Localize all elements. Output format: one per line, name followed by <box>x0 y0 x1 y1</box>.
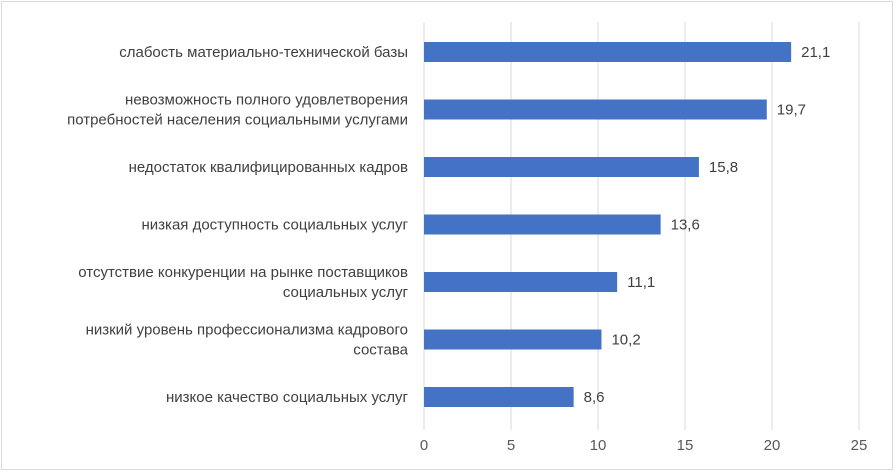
category-label: состава <box>353 342 408 359</box>
x-tick-label: 20 <box>764 437 781 454</box>
value-labels: 21,1 19,7 15,8 13,6 11,1 10,2 8,6 <box>584 44 831 406</box>
category-label: невозможность полного удовлетворения <box>125 92 408 109</box>
data-label: 21,1 <box>801 44 830 61</box>
bar <box>424 214 661 235</box>
bar <box>424 387 574 407</box>
bar <box>424 157 699 177</box>
x-tick-label: 0 <box>420 437 428 454</box>
x-tick-label: 10 <box>590 437 607 454</box>
category-label: слабость материально-технической базы <box>119 44 408 61</box>
bar <box>424 329 602 350</box>
bars <box>424 42 792 407</box>
category-label: социальных услуг <box>283 284 409 301</box>
data-label: 13,6 <box>671 217 700 234</box>
category-labels: слабость материально-технической базы нев… <box>67 44 409 406</box>
category-label: низкое качество социальных услуг <box>166 389 409 406</box>
bar <box>424 99 767 120</box>
grid-lines <box>423 22 860 430</box>
x-axis-tick-labels: 0 5 10 15 20 25 <box>420 437 868 454</box>
x-tick-label: 5 <box>507 437 515 454</box>
data-label: 10,2 <box>611 332 640 349</box>
data-label: 8,6 <box>584 389 605 406</box>
category-label: недостаток квалифицированных кадров <box>129 159 408 176</box>
data-label: 11,1 <box>627 274 655 291</box>
x-tick-label: 25 <box>851 437 868 454</box>
data-label: 15,8 <box>709 159 738 176</box>
category-label: низкий уровень профессионализма кадровог… <box>86 322 408 339</box>
bar <box>424 272 618 292</box>
x-tick-label: 15 <box>677 437 694 454</box>
data-label: 19,7 <box>777 102 806 119</box>
category-label: низкая доступность социальных услуг <box>142 217 409 234</box>
category-label: потребностей населения социальными услуг… <box>67 112 408 129</box>
category-label: отсутствие конкуренции на рынке поставщи… <box>78 264 408 281</box>
bar <box>424 42 792 62</box>
